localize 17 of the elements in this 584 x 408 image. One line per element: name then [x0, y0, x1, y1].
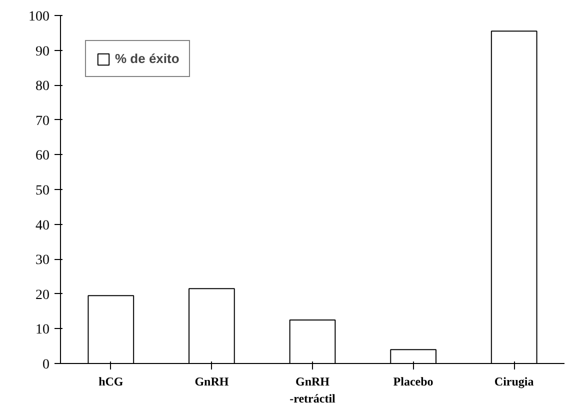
x-tick-label: GnRH — [194, 374, 230, 388]
y-tick-label: 30 — [36, 253, 50, 268]
y-tick-label: 0 — [42, 358, 50, 372]
x-tick-label: GnRH -retráctil — [290, 374, 336, 406]
y-tick-label: 80 — [36, 79, 50, 94]
y-tick-label: 40 — [36, 218, 50, 234]
x-tick-label: hCG — [98, 374, 124, 388]
y-tick-label: 70 — [36, 114, 50, 129]
legend-label: % de éxito — [115, 51, 180, 66]
x-tick-label: Placebo — [393, 374, 434, 388]
y-tick-label: 90 — [36, 44, 50, 60]
y-tick-label: 10 — [36, 322, 50, 338]
y-tick-label: 20 — [36, 288, 50, 303]
x-tick-label: Cirugia — [494, 374, 534, 388]
y-tick-label: 100 — [28, 10, 50, 24]
y-tick-label: 60 — [36, 148, 50, 164]
y-tick-label: 50 — [36, 184, 50, 198]
